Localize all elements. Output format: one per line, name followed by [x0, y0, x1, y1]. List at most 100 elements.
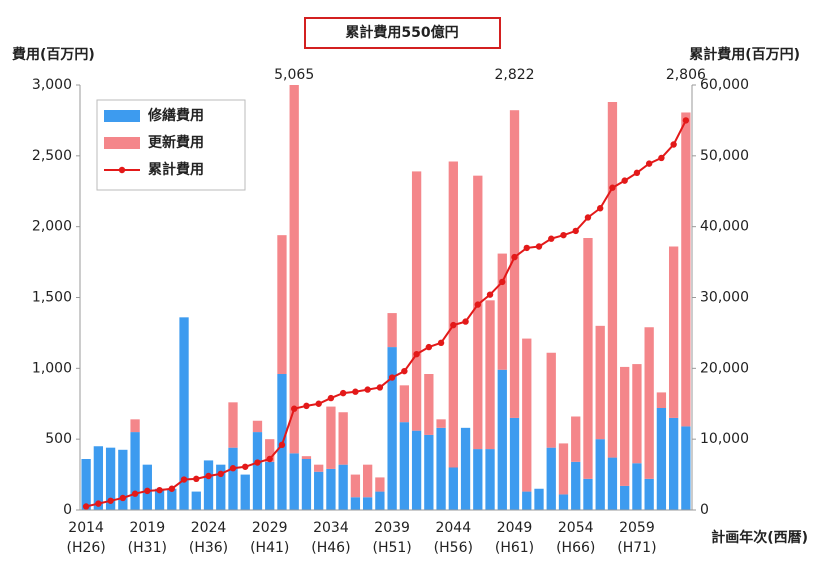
bar-segment	[571, 416, 581, 462]
bar-segment	[509, 110, 520, 418]
y-tick-label: 1,000	[32, 360, 72, 376]
bar-segment	[436, 419, 446, 428]
x-tick-label: 2034	[313, 520, 349, 536]
bar-segment	[338, 464, 348, 510]
bar-segment	[497, 253, 507, 370]
x-tick-sublabel: (H51)	[372, 540, 411, 556]
bar-segment	[314, 464, 324, 472]
line-point	[511, 253, 518, 261]
y-tick-label: 0	[63, 502, 72, 518]
line-point	[682, 117, 690, 124]
bar-segment	[350, 474, 361, 498]
bar-segment	[546, 352, 556, 448]
bar-segment	[558, 443, 569, 495]
bar-segment	[620, 366, 630, 486]
x-tick-sublabel: (H71)	[617, 540, 656, 556]
x-tick-label: 2049	[497, 520, 533, 536]
line-point	[499, 278, 506, 286]
bar-segment	[497, 369, 507, 510]
bar-segment	[620, 485, 630, 510]
x-axis-label: 計画年次(西暦)	[711, 529, 808, 546]
legend-label: 修繕費用	[147, 107, 204, 124]
bar-segment	[558, 494, 569, 510]
bar-segment	[228, 402, 238, 448]
bar-segment	[350, 497, 361, 510]
bar-segment	[668, 246, 679, 418]
bar-segment	[595, 325, 605, 440]
bar-segment	[656, 408, 667, 510]
line-point	[437, 339, 445, 347]
line-point	[425, 343, 433, 351]
legend-swatch-dot	[118, 166, 126, 174]
bar-segment	[411, 430, 422, 510]
bar-segment	[362, 497, 373, 510]
bar-segment	[522, 338, 532, 492]
line-point	[168, 485, 175, 492]
bar-segment	[460, 427, 471, 510]
bar-segment	[301, 456, 312, 459]
x-tick-sublabel: (H31)	[128, 540, 167, 556]
x-tick-sublabel: (H36)	[189, 540, 228, 556]
bar-segment	[265, 439, 275, 462]
bar-segment	[644, 478, 654, 510]
line-point	[352, 388, 359, 395]
bar-segment	[191, 491, 201, 510]
bar-segment	[448, 161, 458, 468]
x-tick-label: 2019	[129, 520, 165, 536]
annotation: 2,822	[494, 67, 534, 83]
bar-segment	[375, 491, 385, 510]
y-tick-label: 3,000	[32, 77, 72, 93]
bar-segment	[424, 374, 434, 435]
line-point	[82, 503, 90, 510]
bar-segment	[130, 432, 140, 510]
legend-label: 累計費用	[148, 161, 204, 178]
line-point	[609, 184, 616, 191]
line-point	[523, 244, 530, 252]
chart-title: 累計費用550億円	[345, 24, 458, 41]
bar-segment	[118, 449, 128, 510]
bar-segment	[93, 446, 104, 510]
line-point	[658, 154, 665, 162]
x-tick-sublabel: (H46)	[311, 540, 350, 556]
bar-segment	[668, 417, 679, 510]
bar-segment	[583, 238, 593, 479]
bar-segment	[522, 491, 532, 510]
bar-segment	[656, 392, 667, 408]
line-point	[254, 459, 261, 466]
bar-segment	[448, 467, 458, 510]
y2-tick-label: 0	[700, 502, 709, 518]
bar-segment	[387, 313, 397, 348]
bar-segment	[375, 477, 385, 492]
line-point	[193, 475, 200, 483]
y-tick-label: 2,500	[32, 148, 72, 164]
line-point	[413, 350, 420, 358]
bar-segment	[387, 347, 397, 510]
line-point	[364, 386, 371, 393]
bar-segment	[509, 417, 520, 510]
x-tick-label: 2024	[191, 520, 227, 536]
bar-segment	[411, 171, 422, 431]
bar-segment	[326, 406, 336, 469]
bar-segment	[289, 453, 299, 510]
bar-segment	[105, 447, 116, 510]
line-point	[205, 472, 212, 480]
bar-segment	[632, 463, 642, 510]
line-point	[315, 400, 322, 407]
y-tick-label: 2,000	[32, 219, 72, 235]
line-point	[597, 205, 604, 212]
y2-tick-label: 40,000	[700, 219, 749, 235]
legend-swatch	[104, 110, 140, 122]
bar-segment	[216, 464, 226, 510]
bar-segment	[301, 459, 312, 510]
title-box	[304, 17, 501, 49]
line-point	[278, 441, 286, 449]
x-tick-sublabel: (H26)	[66, 540, 105, 556]
bar-segment	[473, 175, 483, 450]
bar-segment	[607, 102, 618, 458]
bar-segment	[240, 474, 250, 510]
line-point	[560, 231, 567, 239]
line-point	[621, 177, 628, 184]
bar-segment	[252, 432, 263, 510]
